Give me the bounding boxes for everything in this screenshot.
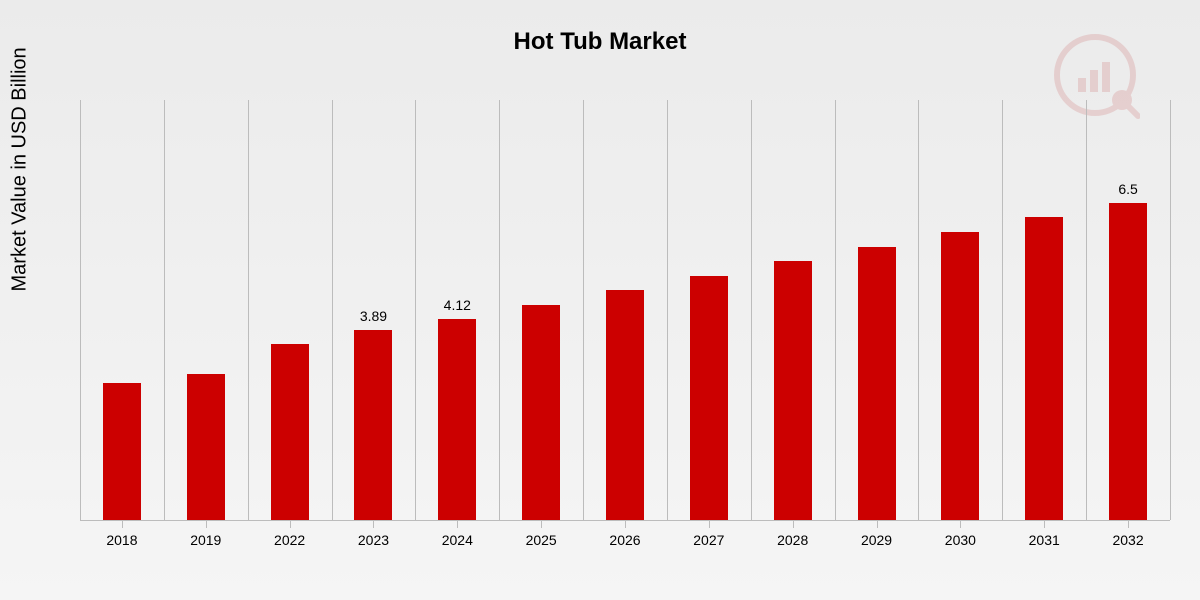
x-tick-label: 2019 [190,532,221,548]
bar [522,305,560,520]
x-tick-label: 2025 [526,532,557,548]
x-tick-label: 2031 [1029,532,1060,548]
plot-area: 3.89 4.12 6.5 [80,100,1170,520]
bar [187,374,225,521]
chart-title: Hot Tub Market [0,0,1200,56]
x-tick-label: 2032 [1112,532,1143,548]
x-tick-label: 2023 [358,532,389,548]
bar [103,383,141,520]
bar [690,276,728,520]
bar-value-label: 3.89 [360,308,387,324]
x-tick-label: 2027 [693,532,724,548]
bar-value-label: 6.5 [1118,181,1137,197]
bar [438,319,476,520]
x-tick-label: 2024 [442,532,473,548]
bar [1025,217,1063,520]
bar-value-label: 4.12 [444,297,471,313]
bar [774,261,812,520]
bar [271,344,309,520]
y-axis-label: Market Value in USD Billion [9,47,32,291]
bar [354,330,392,520]
x-tick-label: 2026 [609,532,640,548]
chart-area: 3.89 4.12 6.5 2018 2019 2022 2023 2024 2025 2026… [80,100,1170,560]
x-tick-label: 2029 [861,532,892,548]
bar [1109,203,1147,520]
bar [941,232,979,520]
x-tick-label: 2028 [777,532,808,548]
x-tick-label: 2030 [945,532,976,548]
x-tick-label: 2022 [274,532,305,548]
bar [858,247,896,520]
x-tick-label: 2018 [106,532,137,548]
bar [606,290,644,520]
